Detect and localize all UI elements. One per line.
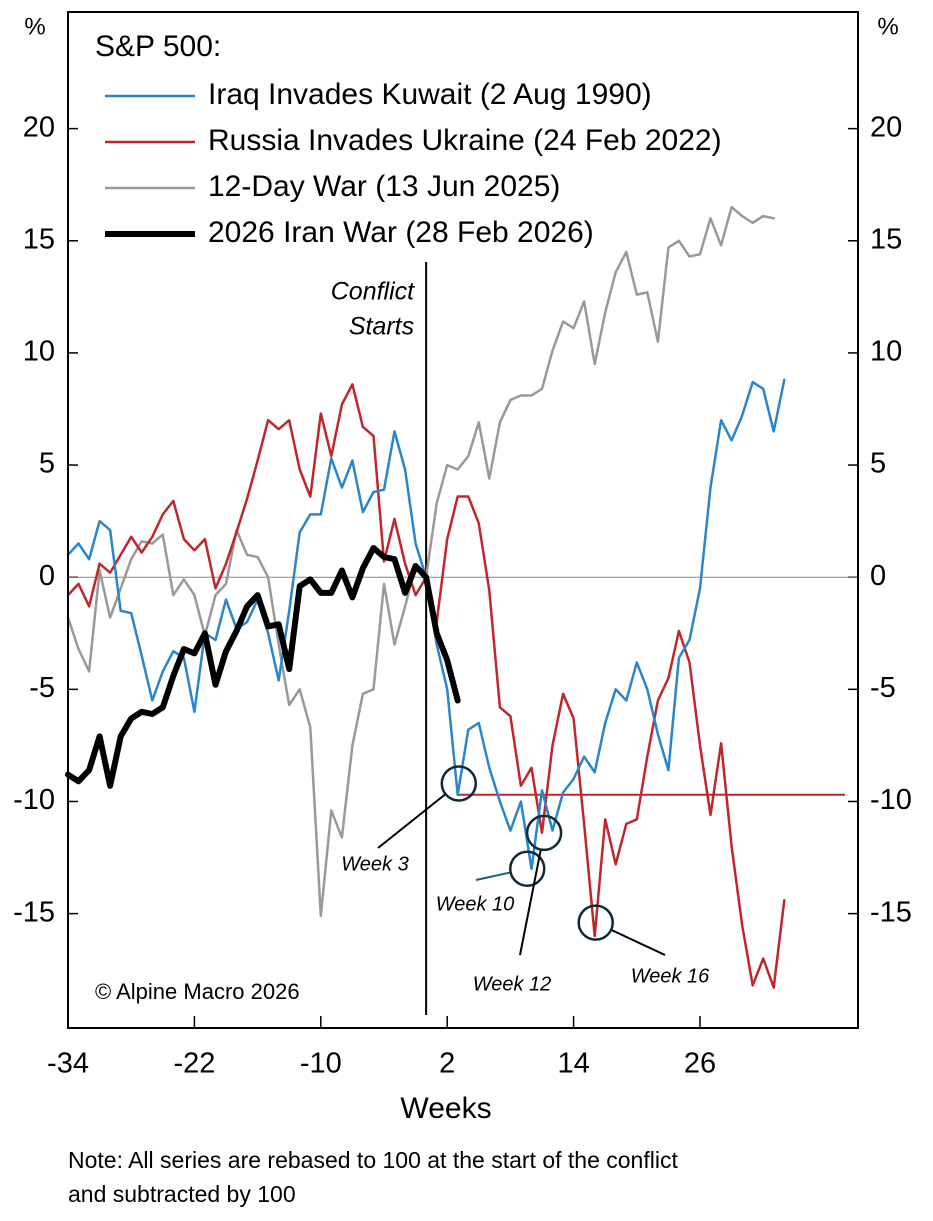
- y-tick-label: 0: [39, 560, 55, 592]
- legend-title: S&P 500:: [95, 30, 221, 63]
- note: Note: All series are rebased to 100 at t…: [68, 1147, 678, 1173]
- annotation-leader: [475, 871, 511, 881]
- annotation-label: Week 12: [473, 973, 552, 995]
- legend-label: Iraq Invades Kuwait (2 Aug 1990): [208, 78, 652, 111]
- y-tick-label: 5: [39, 448, 55, 480]
- plot-frame: [67, 11, 859, 1029]
- y2-tick-label: 20: [870, 111, 902, 143]
- note: and subtracted by 100: [68, 1181, 296, 1207]
- x-tick-label: -10: [300, 1048, 342, 1080]
- y2-tick-label: 5: [870, 448, 886, 480]
- y-unit: %: [24, 13, 45, 40]
- series-line: [65, 545, 461, 789]
- x-tick-label: 14: [557, 1048, 589, 1080]
- annotation-leader: [610, 928, 666, 956]
- annotation-circle: [440, 765, 478, 802]
- annotation-label: Week 3: [341, 853, 408, 875]
- conflict-label: Starts: [349, 313, 414, 341]
- legend-label: Russia Invades Ukraine (24 Feb 2022): [208, 124, 722, 157]
- x-tick-label: 26: [684, 1048, 716, 1080]
- y2-unit: %: [877, 13, 898, 40]
- y2-tick-label: -5: [870, 672, 896, 704]
- x-tick-label: -34: [47, 1048, 89, 1080]
- annotation-label: Week 10: [436, 893, 515, 915]
- legend-label: 2026 Iran War (28 Feb 2026): [208, 216, 594, 249]
- annotation-label: Week 16: [631, 965, 710, 987]
- annotation-circle: [509, 850, 546, 888]
- y-tick-label: 15: [23, 223, 55, 255]
- x-axis-title: Weeks: [400, 1092, 491, 1125]
- annotation-leader: [377, 793, 447, 849]
- y-tick-label: 10: [23, 336, 55, 368]
- y-tick-label: -5: [29, 672, 55, 704]
- y2-tick-label: 15: [870, 223, 902, 255]
- x-tick-label: 2: [439, 1048, 455, 1080]
- y2-tick-label: -15: [870, 896, 912, 928]
- y-tick-label: 20: [23, 111, 55, 143]
- y-tick-label: -15: [13, 896, 55, 928]
- copyright: © Alpine Macro 2026: [95, 979, 300, 1004]
- annotation-circle: [525, 814, 563, 852]
- legend-label: 12-Day War (13 Jun 2025): [208, 170, 560, 203]
- y2-tick-label: 0: [870, 560, 886, 592]
- annotation-leader: [519, 849, 542, 956]
- annotation-circle: [577, 904, 614, 941]
- y2-tick-label: 10: [870, 336, 902, 368]
- y-tick-label: -10: [13, 784, 55, 816]
- y2-tick-label: -10: [870, 784, 912, 816]
- x-tick-label: -22: [173, 1048, 215, 1080]
- conflict-label: Conflict: [331, 278, 415, 306]
